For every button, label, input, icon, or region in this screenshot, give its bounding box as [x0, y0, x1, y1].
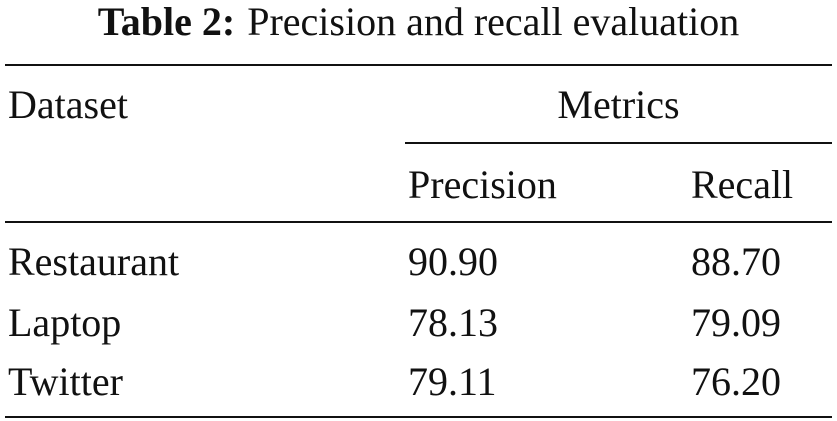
row-label: Twitter: [8, 359, 123, 404]
row-label: Laptop: [8, 300, 122, 345]
caption-text: Precision and recall evaluation: [247, 0, 740, 44]
cell: 90.90: [408, 239, 498, 284]
cell: 78.13: [408, 300, 498, 345]
table-caption: Table 2: Precision and recall evaluation: [0, 2, 837, 42]
header-group: Metrics: [557, 82, 680, 127]
subheader-cell: Recall: [691, 162, 794, 207]
header-cell: Dataset: [8, 82, 128, 127]
subheader-cell: Precision: [408, 162, 557, 207]
row-label: Restaurant: [8, 239, 180, 284]
cell: 76.20: [691, 359, 781, 404]
cell: 88.70: [691, 239, 781, 284]
top-rule: [5, 64, 832, 66]
cell: 79.09: [691, 300, 781, 345]
caption-label: Table 2:: [97, 0, 236, 44]
group-rule: [405, 142, 832, 144]
cell: 79.11: [408, 359, 497, 404]
mid-rule: [5, 221, 832, 223]
bottom-rule: [5, 416, 832, 418]
